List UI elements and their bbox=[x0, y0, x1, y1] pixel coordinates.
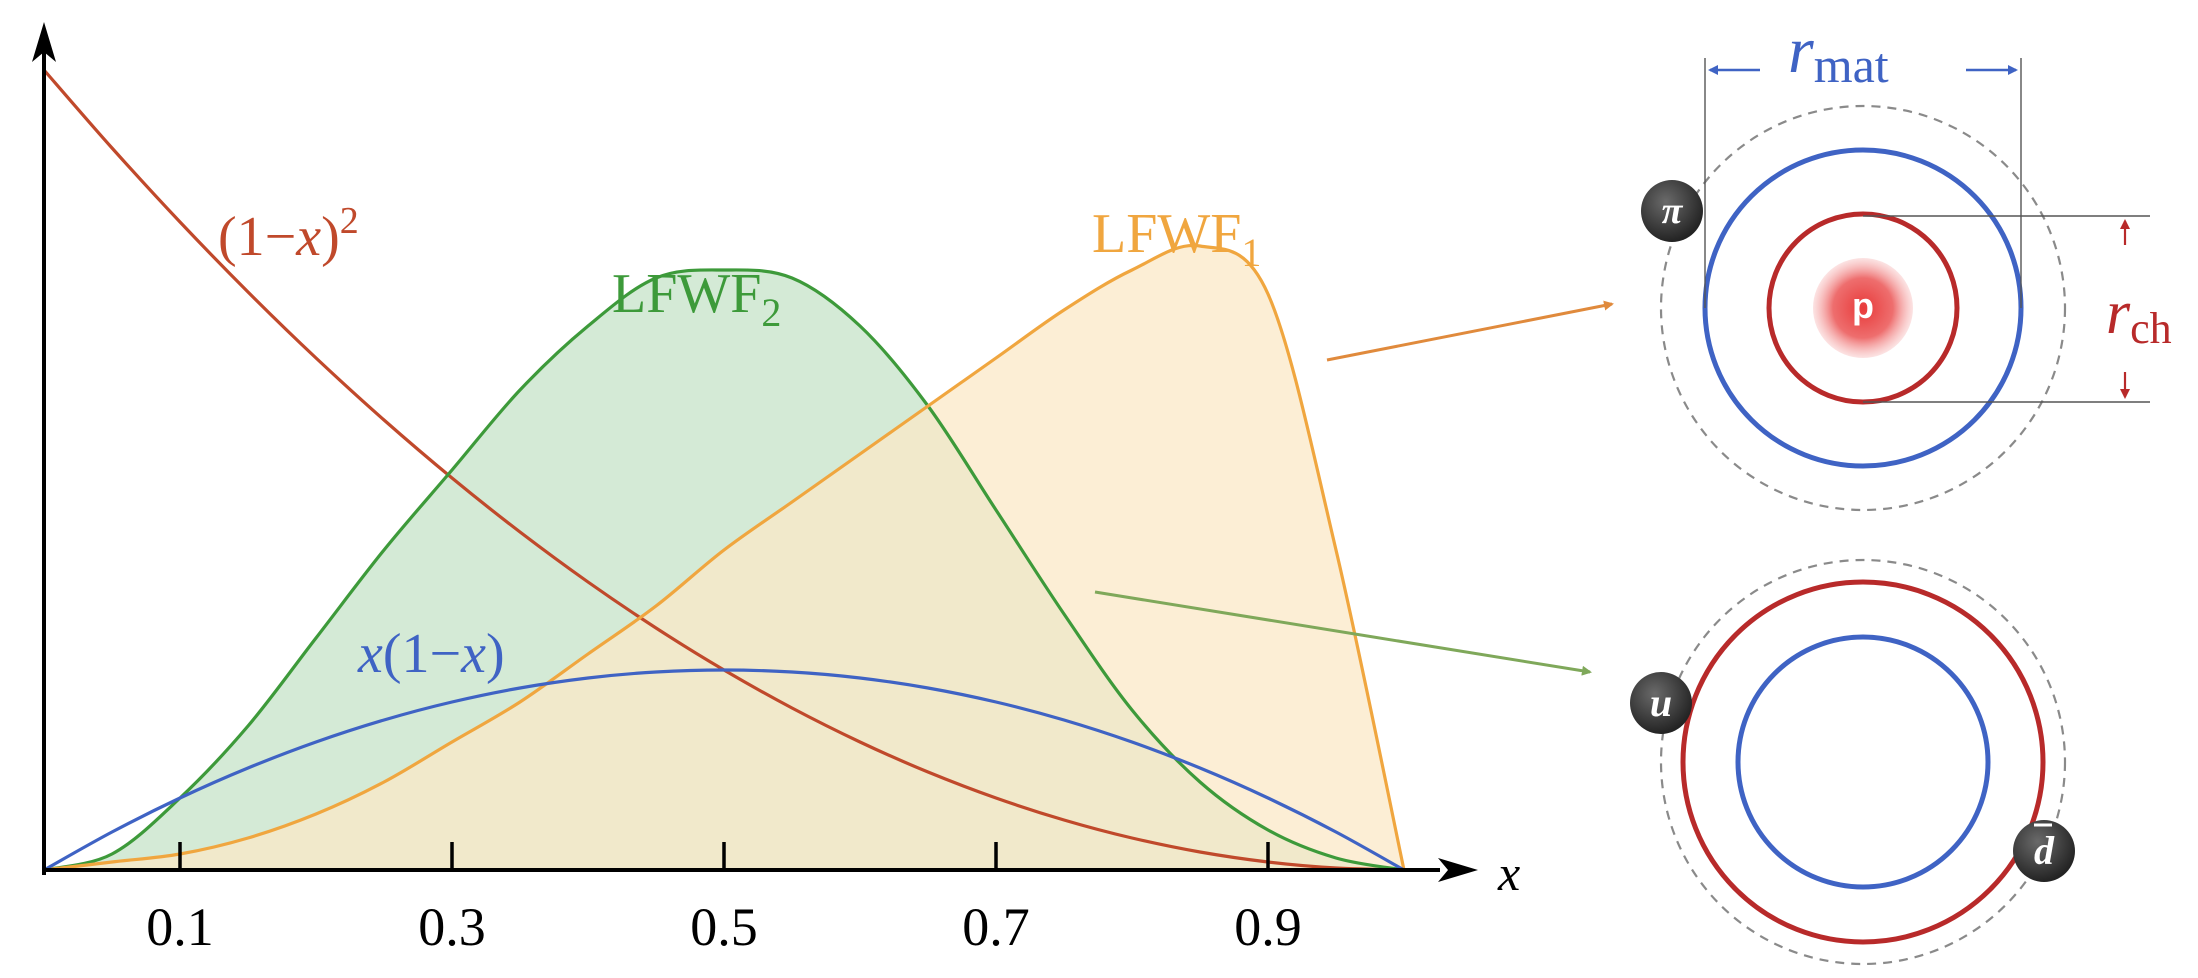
arrow-lfwf2-to-quark-pair bbox=[1094, 590, 1592, 676]
red-ring-lower bbox=[1680, 579, 2046, 945]
label-lfwf1: LFWF1 bbox=[1092, 203, 1261, 275]
y-axis-arrowhead bbox=[32, 22, 56, 62]
curve-x-one-minus-x bbox=[43, 668, 1405, 872]
plot-area: 0.1 0.3 0.5 0.7 0.9 x (1−x)2 LFWF2 LFWF1 x(1… bbox=[32, 22, 1520, 957]
x-tick-label: 0.3 bbox=[418, 897, 486, 957]
arrow-lfwf1-to-pion-proton bbox=[1326, 300, 1614, 362]
quark-pair-diagram: u d bbox=[1630, 558, 2075, 966]
anti-down-quark-ball bbox=[2013, 820, 2075, 882]
x-tick-label: 0.5 bbox=[690, 897, 758, 957]
curve-lfwf1 bbox=[43, 243, 1406, 872]
x-tick-label: 0.9 bbox=[1234, 897, 1302, 957]
pion-proton-diagram: p rmat rch π bbox=[1641, 14, 2172, 512]
curve-lfwf2 bbox=[43, 268, 1405, 872]
x-tick-label: 0.1 bbox=[146, 897, 214, 957]
x-ticks: 0.1 0.3 0.5 0.7 0.9 bbox=[146, 842, 1302, 957]
label-one-minus-x-squared: (1−x)2 bbox=[218, 200, 359, 268]
x-axis-arrowhead bbox=[1438, 858, 1478, 882]
pion-ball bbox=[1641, 180, 1703, 242]
outer-dashed-circle-lower bbox=[1659, 558, 2067, 966]
r-mat-label: rmat bbox=[1788, 14, 1889, 93]
anti-down-quark-label: d bbox=[2034, 828, 2055, 873]
pion-label: π bbox=[1662, 190, 1684, 232]
proton-label: p bbox=[1852, 285, 1874, 326]
up-quark-ball bbox=[1630, 672, 1692, 734]
blue-ring-lower bbox=[1735, 634, 1991, 890]
up-quark-label: u bbox=[1650, 680, 1672, 725]
proton-blob bbox=[1813, 258, 1913, 358]
outer-dashed-circle bbox=[1659, 104, 2067, 512]
label-x-one-minus-x: x(1−x) bbox=[357, 623, 505, 685]
r-ch-label: rch bbox=[2106, 279, 2172, 353]
x-axis-label: x bbox=[1497, 845, 1520, 901]
x-tick-label: 0.7 bbox=[962, 897, 1030, 957]
lfwf1-fill bbox=[44, 245, 1404, 871]
label-lfwf2: LFWF2 bbox=[612, 263, 781, 335]
curve-one-minus-x-squared bbox=[42, 68, 1405, 872]
